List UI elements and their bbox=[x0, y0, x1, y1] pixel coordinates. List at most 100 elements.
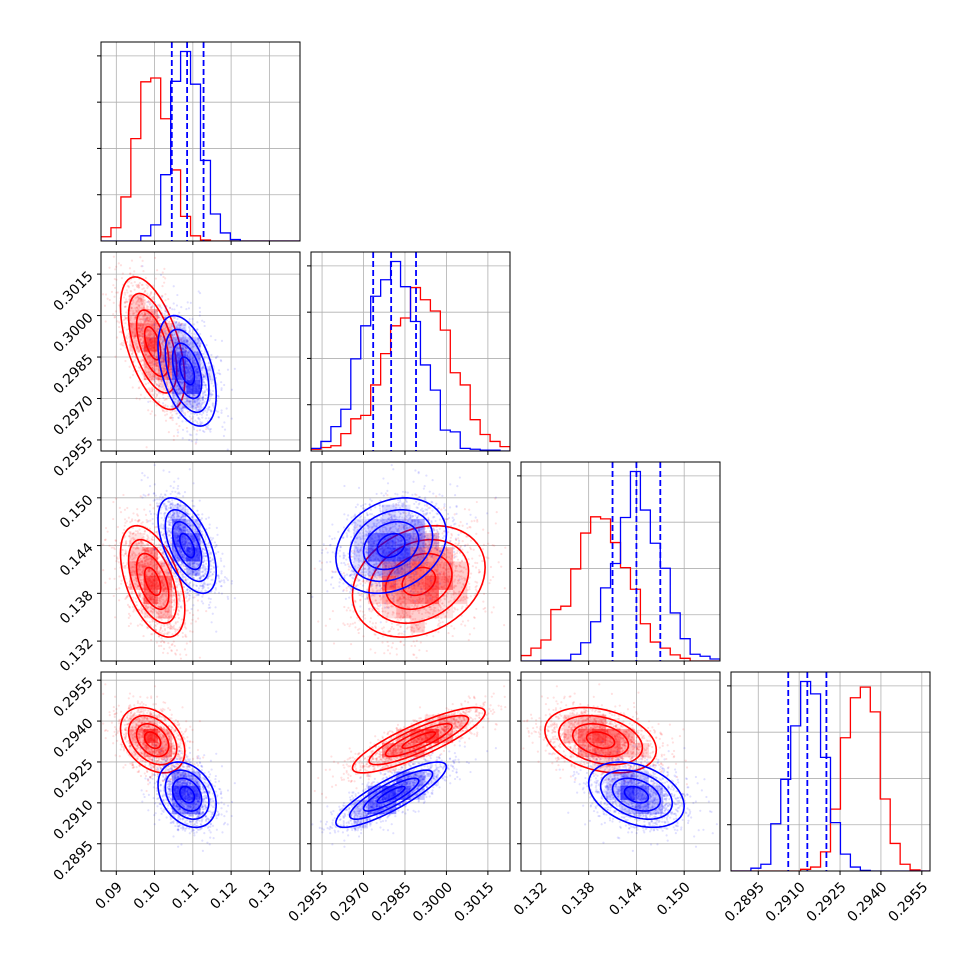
sample-point bbox=[184, 329, 187, 332]
sample-point bbox=[146, 317, 149, 320]
sample-point bbox=[171, 633, 174, 636]
sample-point bbox=[151, 388, 155, 391]
sample-point bbox=[121, 343, 124, 347]
sample-point bbox=[156, 365, 160, 368]
sample-point bbox=[192, 323, 196, 326]
sample-point bbox=[189, 341, 192, 345]
sample-point bbox=[169, 390, 172, 393]
sample-point bbox=[142, 306, 145, 309]
sample-point bbox=[143, 508, 146, 511]
sample-point bbox=[153, 323, 157, 327]
sample-point bbox=[151, 297, 154, 301]
sample-point bbox=[163, 316, 167, 319]
sample-point bbox=[153, 526, 157, 529]
sample-point bbox=[164, 330, 167, 333]
sample-point bbox=[205, 610, 208, 613]
sample-point bbox=[209, 369, 212, 372]
sample-point bbox=[120, 582, 123, 585]
sample-point bbox=[173, 316, 177, 319]
sample-point bbox=[171, 408, 174, 412]
sample-point bbox=[171, 392, 174, 395]
sample-point bbox=[178, 311, 181, 314]
sample-point bbox=[152, 375, 156, 378]
sample-point bbox=[176, 612, 179, 615]
sample-point bbox=[184, 579, 187, 582]
sample-point bbox=[181, 406, 185, 409]
sample-point bbox=[155, 365, 158, 368]
sample-point bbox=[195, 413, 199, 416]
sample-point bbox=[139, 324, 142, 327]
sample-point bbox=[158, 378, 161, 381]
density-cell bbox=[143, 308, 158, 324]
sample-point bbox=[153, 310, 156, 313]
sample-point bbox=[138, 324, 141, 327]
sample-point bbox=[142, 359, 145, 362]
histogram-series-1 bbox=[731, 680, 930, 871]
sample-point bbox=[198, 429, 202, 432]
sample-point bbox=[144, 312, 147, 315]
sample-point bbox=[162, 335, 165, 339]
sample-point bbox=[192, 428, 196, 431]
sample-point bbox=[123, 565, 126, 568]
sample-point bbox=[162, 367, 165, 370]
sample-point bbox=[202, 381, 205, 384]
sample-point bbox=[180, 348, 184, 351]
sample-point bbox=[140, 298, 143, 301]
sample-point bbox=[118, 599, 121, 602]
sample-point bbox=[128, 267, 132, 270]
sample-point bbox=[138, 386, 141, 389]
sample-point bbox=[155, 394, 158, 397]
sample-point bbox=[208, 369, 211, 372]
sample-point bbox=[135, 397, 138, 400]
sample-point bbox=[143, 378, 147, 381]
sample-point bbox=[166, 378, 170, 381]
sample-point bbox=[148, 320, 151, 323]
sample-point bbox=[147, 328, 150, 331]
sample-point bbox=[211, 378, 214, 381]
sample-point bbox=[118, 325, 121, 329]
sample-point bbox=[120, 341, 124, 345]
sample-point bbox=[156, 364, 159, 368]
sample-point bbox=[148, 358, 152, 362]
sample-point bbox=[147, 333, 150, 336]
sample-point bbox=[173, 410, 176, 413]
sample-point bbox=[156, 328, 160, 332]
sample-point bbox=[200, 413, 203, 416]
sample-point bbox=[127, 286, 130, 289]
sample-point bbox=[149, 333, 153, 336]
sample-point bbox=[198, 344, 201, 348]
sample-point bbox=[160, 380, 163, 383]
sample-point bbox=[163, 387, 166, 391]
sample-point bbox=[204, 417, 208, 420]
sample-point bbox=[180, 324, 183, 327]
sample-point bbox=[153, 311, 156, 314]
sample-point bbox=[130, 325, 133, 329]
sample-point bbox=[150, 310, 154, 313]
sample-point bbox=[157, 384, 161, 387]
sample-point bbox=[185, 346, 188, 349]
sample-point bbox=[143, 307, 146, 310]
sample-point bbox=[142, 315, 145, 318]
sample-point bbox=[148, 332, 151, 335]
sample-point bbox=[138, 594, 141, 597]
sample-point bbox=[153, 323, 156, 326]
sample-point bbox=[155, 361, 158, 364]
sample-point bbox=[128, 295, 131, 298]
sample-point bbox=[150, 292, 153, 295]
sample-point bbox=[145, 304, 148, 307]
sample-point bbox=[134, 302, 138, 306]
sample-point bbox=[171, 393, 174, 396]
sample-point bbox=[153, 293, 156, 296]
histogram-series-1 bbox=[101, 50, 300, 241]
sample-point bbox=[172, 486, 175, 489]
sample-point bbox=[113, 277, 116, 281]
sample-point bbox=[133, 307, 137, 310]
sample-point bbox=[161, 341, 164, 344]
sample-point bbox=[152, 378, 155, 381]
sample-point bbox=[138, 286, 141, 289]
sample-point bbox=[155, 383, 158, 386]
sample-point bbox=[160, 294, 164, 298]
sample-point bbox=[171, 390, 175, 393]
sample-point bbox=[138, 327, 141, 330]
sample-point bbox=[138, 367, 141, 370]
